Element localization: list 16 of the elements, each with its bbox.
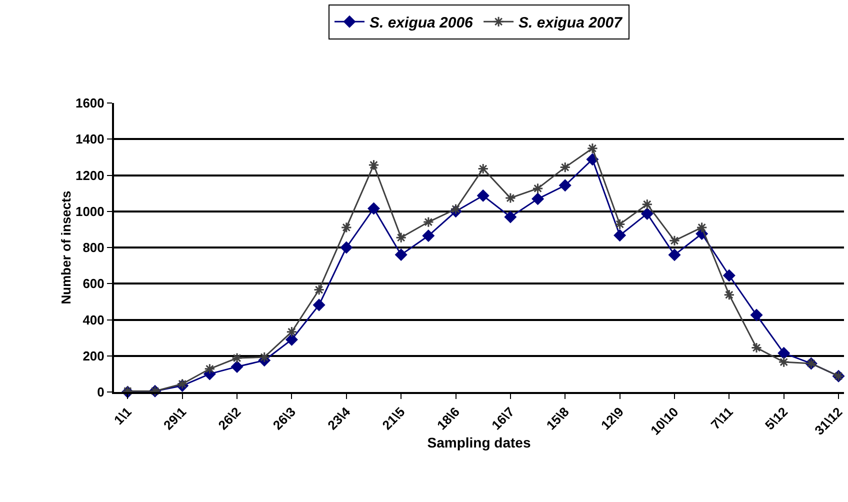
y-tick-label: 400 bbox=[82, 312, 104, 328]
y-tick-label: 200 bbox=[82, 348, 104, 364]
y-tick-label: 1600 bbox=[75, 96, 104, 111]
x-tick-label: 5\12 bbox=[762, 404, 791, 433]
y-tick-label: 1400 bbox=[75, 132, 104, 147]
y-tick-label: 600 bbox=[82, 276, 104, 292]
y-tick-label: 0 bbox=[97, 384, 104, 400]
x-axis-title: Sampling dates bbox=[427, 434, 531, 451]
y-axis-title: Number of insects bbox=[58, 190, 74, 304]
y-tick-label: 1200 bbox=[75, 168, 104, 183]
y-tick-label: 800 bbox=[82, 240, 104, 256]
x-tick-label: 1\1 bbox=[111, 404, 134, 428]
y-tick-label: 1000 bbox=[75, 204, 104, 219]
x-tick-label: 7\11 bbox=[708, 404, 736, 432]
legend-label: S. exigua 2006 bbox=[370, 14, 474, 32]
legend-label: S. exigua 2007 bbox=[518, 14, 623, 32]
